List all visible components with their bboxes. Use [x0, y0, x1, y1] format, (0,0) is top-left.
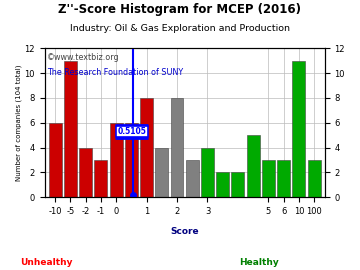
Text: The Research Foundation of SUNY: The Research Foundation of SUNY [47, 68, 184, 77]
Bar [231, 173, 244, 197]
Bar [247, 135, 260, 197]
Bar [140, 98, 153, 197]
Bar [308, 160, 321, 197]
Y-axis label: Number of companies (104 total): Number of companies (104 total) [15, 65, 22, 181]
Bar [79, 148, 92, 197]
Text: Unhealthy: Unhealthy [21, 258, 73, 266]
Bar [94, 160, 107, 197]
Bar [277, 160, 290, 197]
Bar [216, 173, 229, 197]
Bar [109, 123, 122, 197]
Bar [201, 148, 214, 197]
Bar [49, 123, 62, 197]
Bar [292, 61, 305, 197]
X-axis label: Score: Score [170, 227, 199, 236]
Bar [125, 123, 138, 197]
Text: Healthy: Healthy [239, 258, 279, 266]
Text: Industry: Oil & Gas Exploration and Production: Industry: Oil & Gas Exploration and Prod… [70, 24, 290, 33]
Text: ©www.textbiz.org: ©www.textbiz.org [47, 53, 120, 62]
Bar [155, 148, 168, 197]
Bar [262, 160, 275, 197]
Text: 0.5105: 0.5105 [118, 127, 147, 136]
Bar [171, 98, 184, 197]
Bar [64, 61, 77, 197]
Bar [186, 160, 199, 197]
Text: Z''-Score Histogram for MCEP (2016): Z''-Score Histogram for MCEP (2016) [58, 3, 302, 16]
